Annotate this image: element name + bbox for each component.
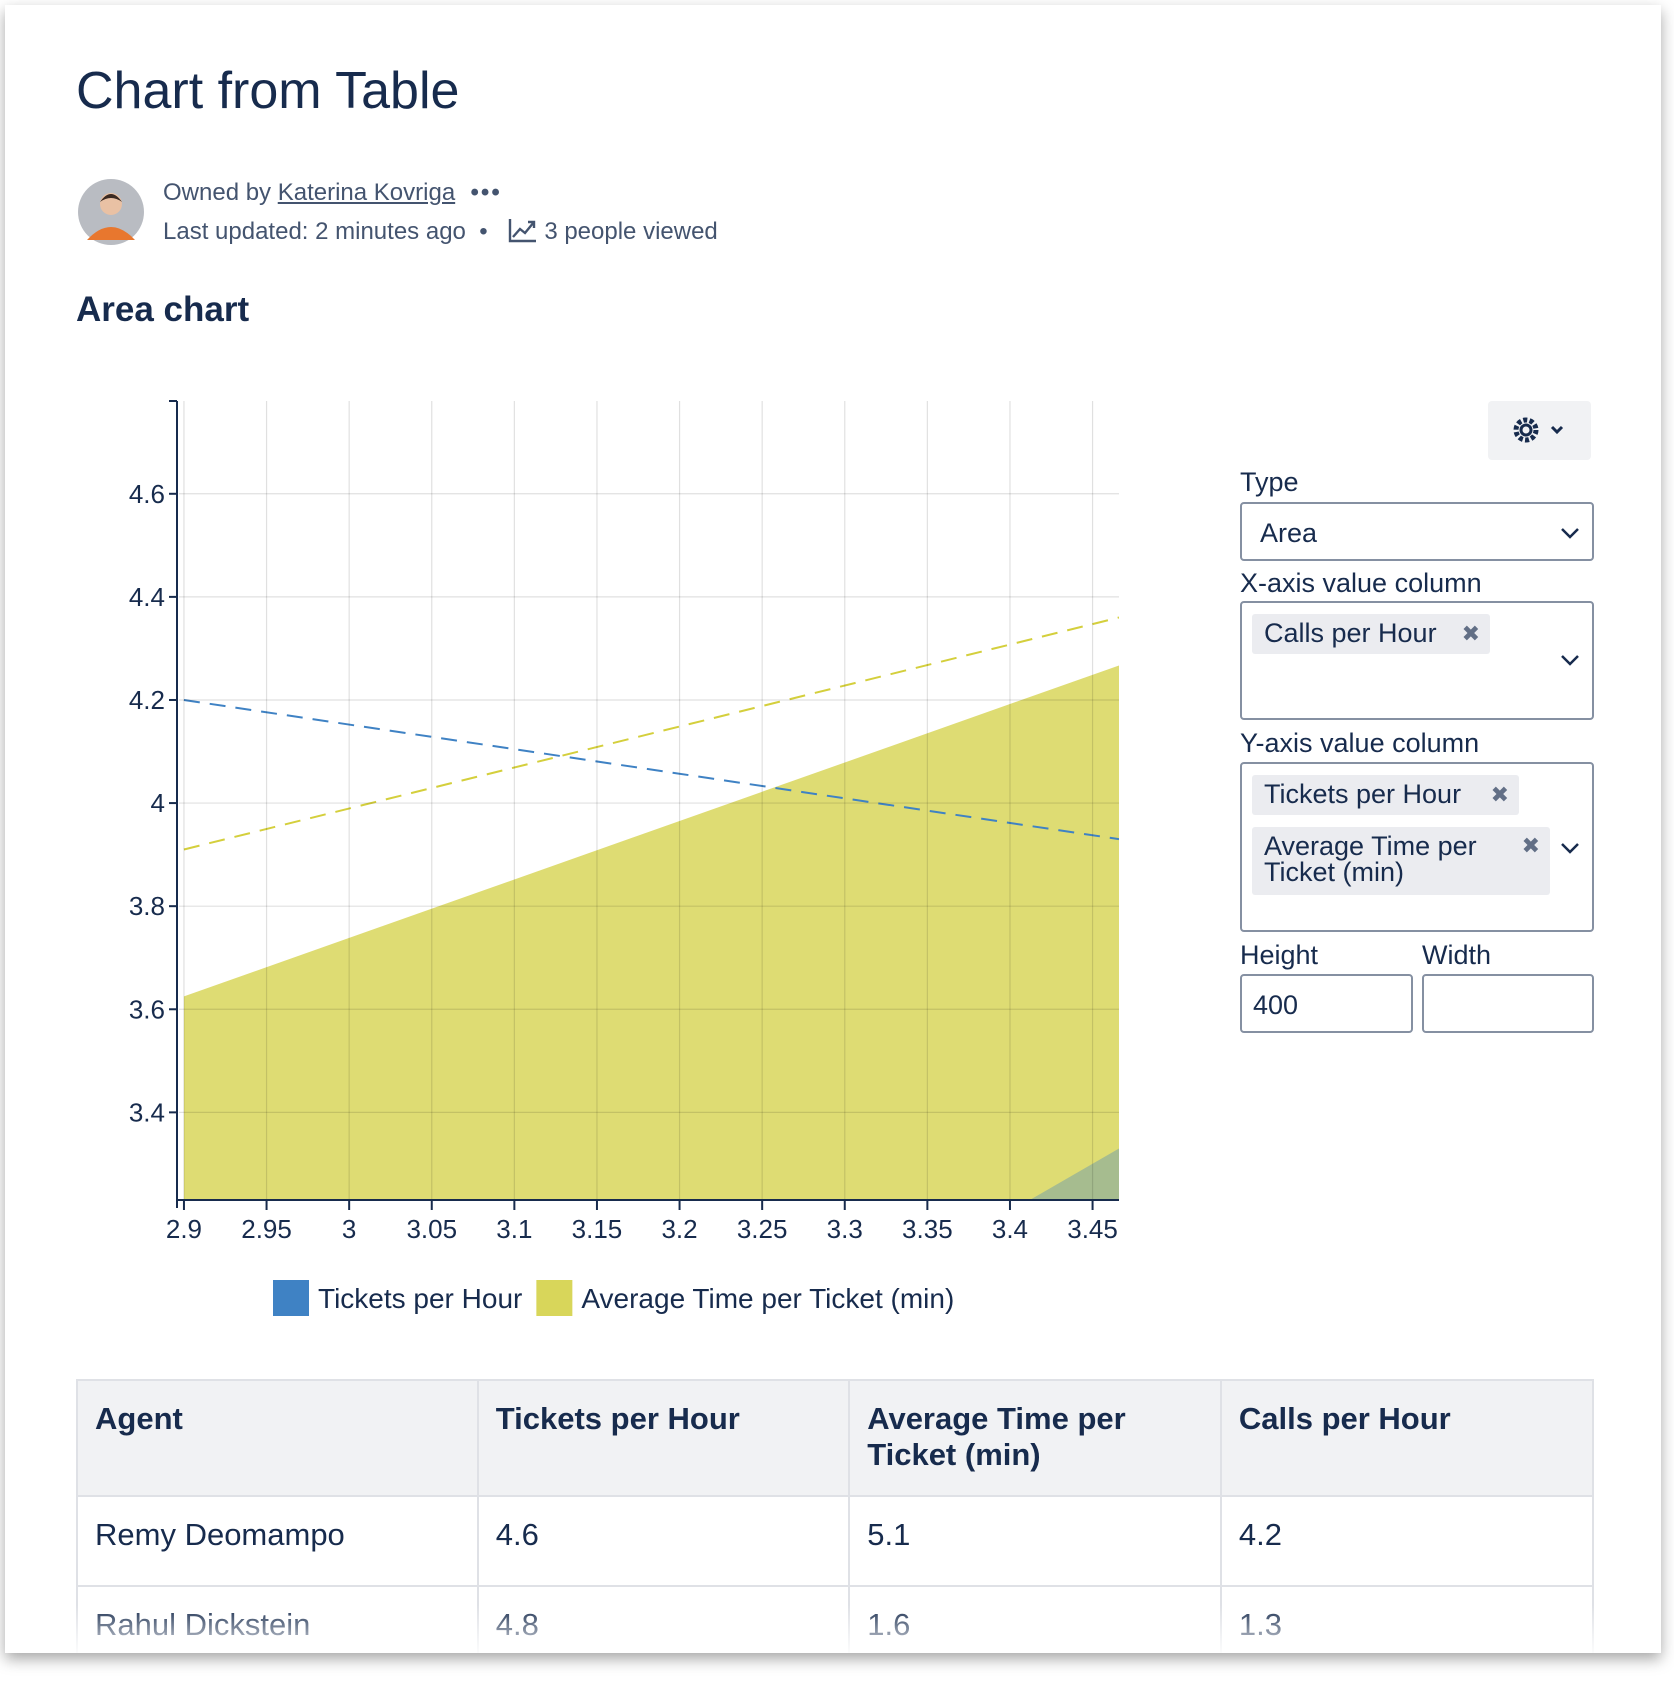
y-axis-select[interactable]: Tickets per Hour ✖ Average Time per Ticke… — [1240, 762, 1594, 932]
gear-icon — [1513, 417, 1564, 443]
x-axis-select[interactable]: Calls per Hour ✖ — [1240, 601, 1594, 720]
type-label: Type — [1240, 467, 1299, 497]
area — [1029, 1148, 1119, 1200]
x-tick-label: 3.2 — [661, 1214, 697, 1244]
y-tick-label: 4.2 — [129, 685, 165, 715]
chevron — [1561, 843, 1579, 854]
legend-label: Average Time per Ticket (min) — [581, 1283, 954, 1314]
chip-text: Average Time per Ticket (min) — [1264, 831, 1477, 887]
height-label: Height — [1240, 940, 1319, 970]
x-tick-label: 2.95 — [241, 1214, 292, 1244]
x-tick-label: 3.1 — [496, 1214, 532, 1244]
area — [183, 665, 1119, 1200]
header-cell: Calls per Hour — [1219, 1379, 1595, 1497]
table-cell: 5.1 — [848, 1495, 1222, 1587]
chevron — [1561, 655, 1579, 666]
area-chart: 3.4 3.6 3.8 4 4.2 4.4 4.6 2.9 2.95 3 3.05 3.1 3.15 3.… — [129, 400, 1119, 1316]
table-cell: Remy Deomampo — [76, 1495, 479, 1587]
updated-line: Last updated: 2 minutes ago • 3 people v… — [163, 217, 718, 246]
y-tick-label: 3.4 — [129, 1097, 165, 1127]
x-tick-label: 3.45 — [1067, 1214, 1118, 1244]
x-chip: Calls per Hour ✖ — [1252, 614, 1490, 654]
chevron — [1561, 528, 1579, 539]
y-axis-label: Y-axis value column — [1240, 728, 1480, 758]
trend-line — [183, 698, 1119, 841]
x-tick-label: 3.4 — [992, 1214, 1028, 1244]
viewed[interactable]: 3 people viewed — [544, 218, 718, 245]
x-tick-label: 3 — [342, 1214, 356, 1244]
x-tick-label: 3.3 — [827, 1214, 863, 1244]
legend-swatch — [273, 1280, 309, 1316]
y-chip: Tickets per Hour ✖ — [1252, 775, 1519, 815]
type-select[interactable]: Area — [1240, 502, 1594, 561]
trend-line — [183, 616, 1119, 851]
page-title: Chart from Table — [76, 62, 460, 120]
owner-link[interactable]: Katerina Kovriga — [277, 179, 456, 206]
chip-text: Tickets per Hour — [1264, 779, 1462, 809]
owned-by-line: Owned by Katerina Kovriga ••• — [163, 179, 502, 207]
chip-remove[interactable]: ✖ — [1521, 833, 1540, 858]
avatar — [78, 179, 144, 245]
section-heading: Area chart — [76, 290, 250, 329]
header-cell: Agent — [76, 1379, 479, 1497]
y-tick-label: 3.8 — [129, 891, 165, 921]
y-chip: Average Time per Ticket (min) ✖ — [1252, 827, 1550, 895]
chip-remove[interactable]: ✖ — [1490, 782, 1509, 807]
last-updated: Last updated: 2 minutes ago — [163, 218, 466, 245]
y-tick-label: 4 — [151, 788, 165, 818]
height-input[interactable]: 400 — [1240, 974, 1413, 1033]
legend-label: Tickets per Hour — [318, 1283, 522, 1314]
x-tick-label: 3.35 — [902, 1214, 953, 1244]
y-tick-label: 3.6 — [129, 994, 165, 1024]
x-tick-label: 3.05 — [406, 1214, 457, 1244]
legend-swatch — [536, 1280, 573, 1316]
owned-by: Owned by — [163, 179, 272, 206]
chip-text: Calls per Hour — [1264, 618, 1437, 648]
analytics-icon — [508, 219, 536, 243]
header-cell: Tickets per Hour — [476, 1379, 851, 1497]
width-input[interactable] — [1422, 974, 1594, 1033]
type-value: Area — [1260, 518, 1318, 548]
x-tick-label: 3.15 — [572, 1214, 623, 1244]
table-cell: 4.6 — [476, 1495, 851, 1587]
header-row: Agent Tickets per Hour Average Time per Ti… — [76, 1379, 1595, 1497]
header-cell: Average Time per Ticket (min) — [848, 1379, 1222, 1497]
table-row: Remy Deomampo 4.6 5.1 4.2 — [76, 1495, 1595, 1587]
separator: • — [472, 218, 501, 245]
height-value: 400 — [1253, 990, 1299, 1020]
x-tick-label: 3.25 — [737, 1214, 788, 1244]
x-axis-label: X-axis value column — [1240, 568, 1482, 598]
bottom-fade — [5, 1605, 1661, 1653]
more-icon[interactable]: ••• — [461, 179, 502, 206]
width-label: Width — [1422, 940, 1492, 970]
data-table: Agent Tickets per Hour Average Time per Ti… — [76, 1379, 1595, 1653]
y-tick-label: 4.6 — [129, 479, 165, 509]
table-cell: 4.2 — [1219, 1495, 1595, 1587]
y-tick-label: 4.4 — [129, 582, 165, 612]
chip-remove[interactable]: ✖ — [1461, 621, 1480, 646]
settings-button[interactable] — [1488, 401, 1591, 460]
plot-area — [183, 616, 1119, 1200]
page-card: Chart from Table Owned by Katerina Kovri… — [5, 5, 1661, 1653]
x-tick-label: 2.9 — [166, 1214, 202, 1244]
